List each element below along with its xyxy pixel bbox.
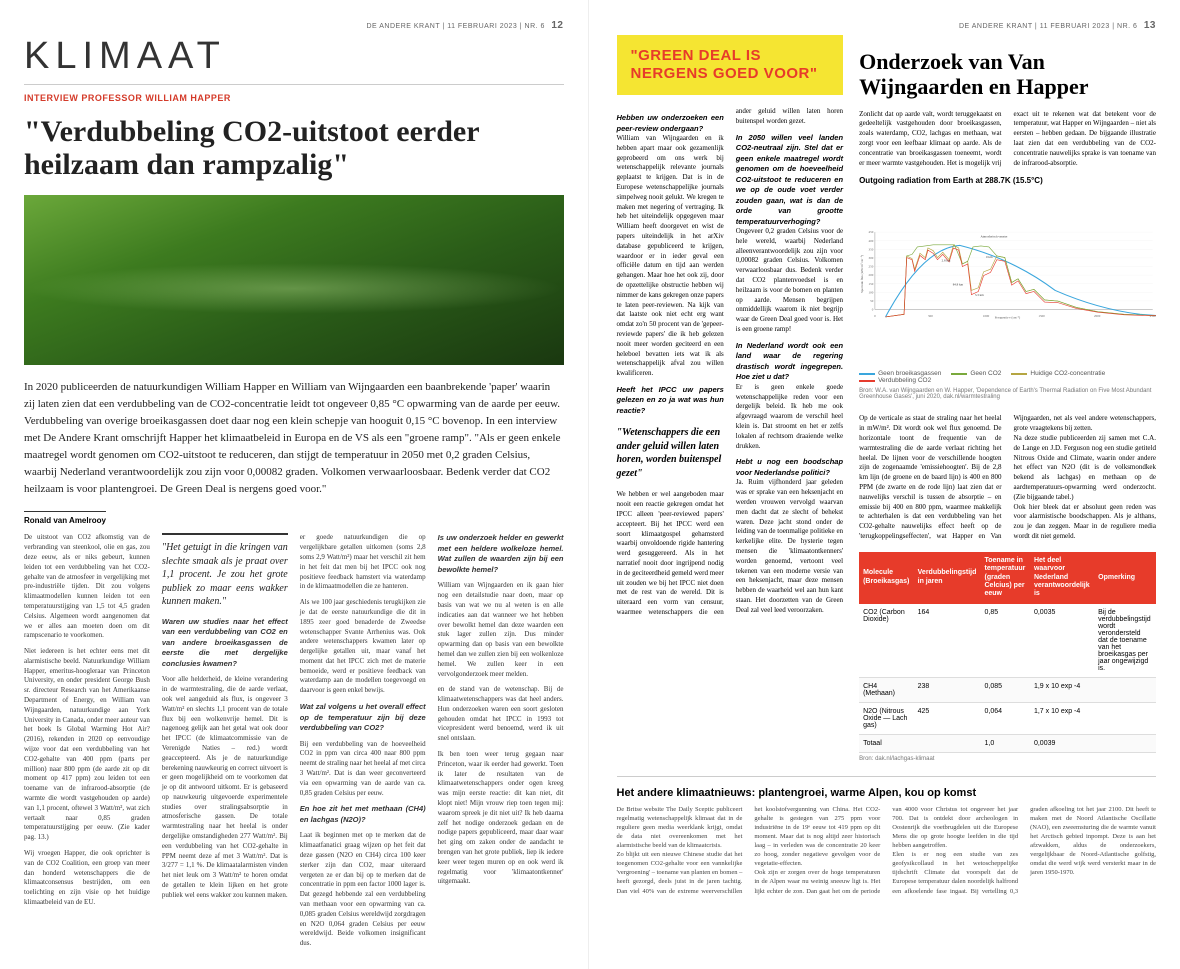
page-right: DE ANDERE KRANT | 11 FEBRUARI 2023 | NR.…: [593, 0, 1180, 969]
bottom-headline: Het andere klimaatnieuws: plantengroei, …: [617, 787, 1157, 799]
svg-text:400: 400: [869, 239, 874, 243]
sidebar-body: Op de verticale as staat de straling naa…: [859, 414, 1156, 541]
svg-text:2000: 2000: [1094, 314, 1101, 318]
greenhouse-gas-table: Molecule (Broeikasgas)Verdubbelingstijd …: [859, 552, 1156, 753]
bottom-columns: De Britse website The Daily Sceptic publ…: [617, 805, 1157, 896]
hero-image: [24, 195, 564, 365]
page-left: DE ANDERE KRANT | 11 FEBRUARI 2023 | NR.…: [0, 0, 589, 969]
svg-text:350: 350: [869, 248, 874, 252]
svg-text:Atmosferisch venster: Atmosferisch venster: [981, 235, 1009, 239]
svg-text:Frequentie v (cm⁻¹): Frequentie v (cm⁻¹): [995, 316, 1020, 320]
sidebar-headline: Onderzoek van Van Wijngaarden en Happer: [859, 49, 1156, 100]
svg-text:200: 200: [869, 274, 874, 278]
svg-text:50: 50: [870, 299, 874, 303]
continuation-columns: Hebben uw onderzoeken een peer-review on…: [617, 107, 844, 618]
pullquote-yellow: "GREEN DEAL IS NERGENS GOED VOOR": [617, 35, 844, 95]
radiation-chart: 0 50 100 150 200 250 300 350 400 450 0 500 1000 1500 2…: [859, 189, 1156, 359]
chart-source: Bron: W.A. van Wijngaarden en W. Happer,…: [859, 388, 1156, 400]
table-source: Bron: dak.nl/lachgas-klimaat: [859, 756, 1156, 762]
svg-text:500: 500: [928, 314, 933, 318]
chart-title: Outgoing radiation from Earth at 288.7K …: [859, 176, 1156, 185]
svg-text:1000: 1000: [983, 314, 990, 318]
svg-text:100: 100: [869, 291, 874, 295]
byline: Ronald van Amelrooy: [24, 511, 106, 525]
svg-text:450: 450: [869, 231, 874, 235]
sidebar-intro: Zonlicht dat op aarde valt, wordt terugg…: [859, 110, 1156, 169]
bottom-news-box: Het andere klimaatnieuws: plantengroei, …: [617, 776, 1157, 896]
pullquote-inline: "Het getuigt in die kringen van slechte …: [162, 533, 288, 609]
svg-text:1500: 1500: [1039, 314, 1046, 318]
intro-paragraph: In 2020 publiceerden de natuurkundigen W…: [24, 379, 564, 498]
body-columns: De uitstoot van CO2 afkomstig van de ver…: [24, 533, 564, 949]
svg-text:150: 150: [869, 282, 874, 286]
svg-text:0: 0: [872, 308, 874, 312]
svg-text:0: 0: [874, 314, 876, 318]
pullquote-center: "Wetenschappers die een ander geluid wil…: [617, 426, 724, 480]
svg-text:300: 300: [869, 256, 874, 260]
chart-legend: Geen broeikasgassenGeen CO2Huidige CO2-c…: [859, 370, 1156, 384]
main-headline: "Verdubbeling CO2-uitstoot eerder heilza…: [24, 115, 564, 181]
svg-text:84.8 km: 84.8 km: [953, 283, 964, 287]
runner-right: DE ANDERE KRANT | 11 FEBRUARI 2023 | NR.…: [617, 20, 1157, 31]
svg-text:2.8 km: 2.8 km: [942, 259, 951, 263]
svg-text:0 km: 0 km: [986, 255, 993, 259]
svg-text:3.3 km: 3.3 km: [975, 293, 984, 297]
kicker: INTERVIEW PROFESSOR WILLIAM HAPPER: [24, 93, 564, 103]
section-masthead: KLIMAAT: [24, 35, 564, 85]
svg-text:Spectrale flux (mW/m² cm⁻¹): Spectrale flux (mW/m² cm⁻¹): [860, 256, 864, 294]
svg-text:250: 250: [869, 265, 874, 269]
runner-left: DE ANDERE KRANT | 11 FEBRUARI 2023 | NR.…: [24, 20, 564, 31]
